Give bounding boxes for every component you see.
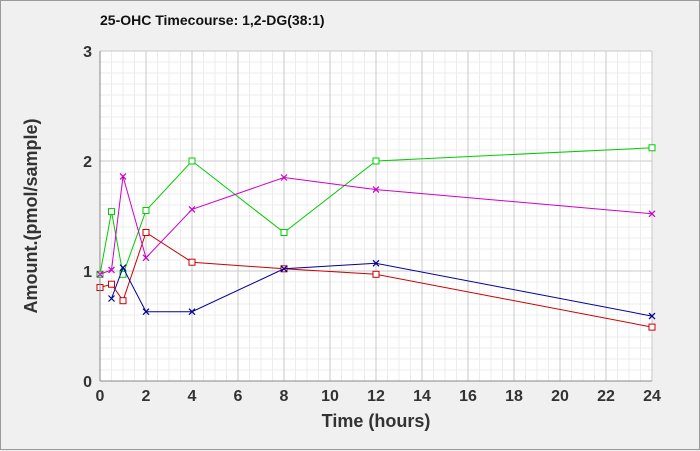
data-point-marker: [280, 174, 288, 181]
x-tick-label: 14: [413, 388, 431, 405]
data-point-marker: [142, 229, 150, 236]
x-tick-label: 10: [321, 388, 339, 405]
data-point-marker: [108, 266, 115, 274]
series-layer: [96, 144, 656, 331]
x-tick-label: 22: [597, 388, 615, 405]
series-4: [96, 172, 656, 278]
data-point-marker: [280, 229, 288, 236]
series-line: [99, 176, 653, 275]
data-point-marker: [188, 205, 196, 213]
x-tick-label: 24: [643, 388, 661, 405]
y-axis-label: Amount.(pmol/sample): [21, 118, 41, 313]
series-3: [108, 259, 656, 320]
x-tick-label: 12: [367, 388, 385, 405]
chart-title: 25-OHC Timecourse: 1,2-DG(38:1): [100, 12, 325, 28]
data-point-marker: [372, 157, 380, 165]
x-tick-label: 18: [505, 388, 523, 405]
data-point-marker: [188, 258, 196, 266]
x-tick-label: 6: [234, 388, 243, 405]
y-tick-label: 0: [83, 374, 92, 391]
data-point-marker: [648, 210, 656, 218]
data-point-marker: [280, 265, 288, 273]
x-tick-labels: 0 2 4 6 8 10 12 14 16 18 20 22 24: [96, 388, 661, 405]
data-point-marker: [372, 186, 380, 194]
data-point-marker: [648, 323, 656, 331]
data-point-marker: [119, 264, 127, 272]
data-point-marker: [188, 308, 196, 316]
data-point-marker: [108, 208, 115, 216]
x-tick-label: 2: [142, 388, 151, 405]
data-point-marker: [372, 270, 380, 278]
data-point-marker: [108, 280, 115, 288]
data-point-marker: [372, 259, 380, 267]
data-point-marker: [119, 172, 127, 180]
series-line: [99, 147, 653, 277]
data-point-marker: [142, 207, 150, 214]
x-tick-label: 0: [96, 388, 105, 405]
x-tick-label: 8: [280, 388, 289, 405]
y-tick-label: 2: [83, 154, 92, 171]
x-tick-label: 4: [188, 388, 197, 405]
data-point-marker: [188, 157, 196, 165]
x-tick-label: 16: [459, 388, 477, 405]
x-axis-label: Time (hours): [322, 411, 431, 431]
x-tick-label: 20: [551, 388, 569, 405]
data-point-marker: [119, 297, 127, 305]
data-point-marker: [648, 312, 656, 320]
data-point-marker: [108, 295, 115, 302]
y-tick-label: 3: [83, 44, 92, 61]
y-tick-label: 1: [83, 264, 92, 281]
data-point-marker: [142, 254, 150, 262]
data-point-marker: [648, 144, 656, 152]
y-tick-labels: 0 1 2 3: [83, 44, 92, 391]
data-point-marker: [142, 308, 150, 316]
